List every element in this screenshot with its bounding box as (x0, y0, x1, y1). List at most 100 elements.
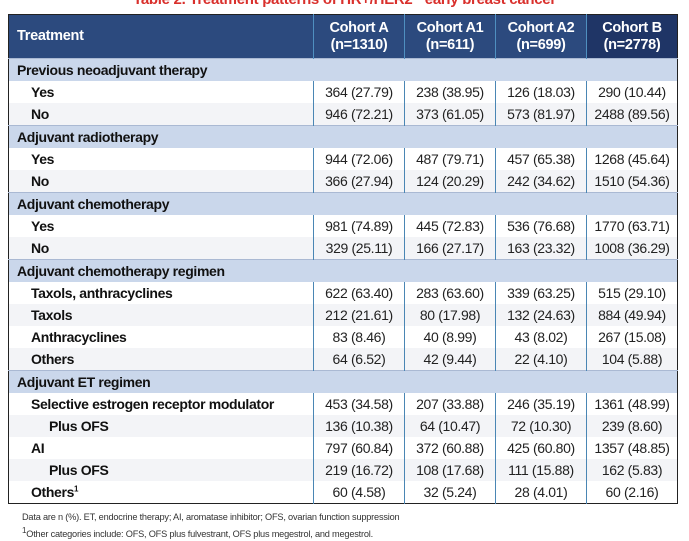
header-cohort: Cohort B (n=2778) (586, 14, 678, 59)
row-label-text: Selective estrogen receptor modulator (31, 396, 275, 412)
table-row: Plus OFS 219 (16.72) 108 (17.68) 111 (15.88… (8, 459, 678, 481)
row-label-text: Others (31, 484, 75, 500)
row-label: Plus OFS (9, 459, 314, 481)
header-treatment: Treatment (8, 14, 314, 59)
row-label: Yes (9, 215, 314, 237)
value-cell: 108 (17.68) (404, 459, 496, 481)
value-cell: 162 (5.83) (586, 459, 678, 481)
value-cell: 72 (10.30) (495, 415, 587, 437)
value-cell: 219 (16.72) (313, 459, 405, 481)
footnote-marker: 1 (22, 526, 27, 535)
table-row: No 366 (27.94) 124 (20.29) 242 (34.62) 1510 … (8, 170, 678, 193)
cohort-n: (n=2778) (603, 36, 661, 53)
value-cell: 884 (49.94) (586, 304, 678, 326)
section-row: Adjuvant chemotherapy (8, 192, 678, 215)
value-cell: 487 (79.71) (404, 148, 496, 170)
value-cell: 212 (21.61) (313, 304, 405, 326)
header-cohort: Cohort A1 (n=611) (404, 14, 496, 59)
cohort-name: Cohort B (602, 19, 662, 36)
value-cell: 373 (61.05) (404, 103, 496, 126)
value-cell: 366 (27.94) (313, 170, 405, 193)
value-cell: 329 (25.11) (313, 237, 405, 260)
table-row: Taxols, anthracyclines 622 (63.40) 283 (63… (8, 282, 678, 304)
value-cell: 445 (72.83) (404, 215, 496, 237)
row-label-text: Yes (31, 84, 55, 100)
value-cell: 2488 (89.56) (586, 103, 678, 126)
row-label-text: AI (31, 440, 45, 456)
table-row: Plus OFS 136 (10.38) 64 (10.47) 72 (10.30) 2… (8, 415, 678, 437)
value-cell: 104 (5.88) (586, 348, 678, 371)
row-label: Yes (9, 148, 314, 170)
section-row: Adjuvant ET regimen (8, 370, 678, 393)
value-cell: 1008 (36.29) (586, 237, 678, 260)
section-title: Previous neoadjuvant therapy (8, 58, 678, 81)
section-title: Adjuvant chemotherapy (8, 192, 678, 215)
table-row: Selective estrogen receptor modulator 453… (8, 393, 678, 415)
cohort-n: (n=611) (425, 36, 475, 53)
value-cell: 246 (35.19) (495, 393, 587, 415)
value-cell: 166 (27.17) (404, 237, 496, 260)
value-cell: 622 (63.40) (313, 282, 405, 304)
table-row: AI 797 (60.84) 372 (60.88) 425 (60.80) 1357 … (8, 437, 678, 459)
footnote-abbreviations: Data are n (%). ET, endocrine therapy; A… (22, 512, 400, 522)
value-cell: 339 (63.25) (495, 282, 587, 304)
row-label-text: Others (31, 351, 75, 367)
table-row: No 329 (25.11) 166 (27.17) 163 (23.32) 1008 … (8, 237, 678, 260)
row-label: AI (9, 437, 314, 459)
value-cell: 126 (18.03) (495, 81, 587, 103)
row-label: Taxols (9, 304, 314, 326)
value-cell: 207 (33.88) (404, 393, 496, 415)
value-cell: 32 (5.24) (404, 481, 496, 504)
cohort-name: Cohort A1 (416, 19, 484, 36)
row-label-text: Plus OFS (49, 418, 109, 434)
table-title: Table 2. Treatment patterns of HR+/HER2−… (0, 0, 689, 8)
value-cell: 1510 (54.36) (586, 170, 678, 193)
value-cell: 64 (10.47) (404, 415, 496, 437)
row-label: Anthracyclines (9, 326, 314, 348)
section-title: Adjuvant ET regimen (8, 370, 678, 393)
value-cell: 1357 (48.85) (586, 437, 678, 459)
value-cell: 136 (10.38) (313, 415, 405, 437)
row-label: No (9, 170, 314, 193)
section-row: Previous neoadjuvant therapy (8, 58, 678, 81)
section-row: Adjuvant chemotherapy regimen (8, 259, 678, 282)
footnote-marker: 1 (74, 484, 79, 494)
table-row: Others1 60 (4.58) 32 (5.24) 28 (4.01) 60 (2.… (8, 481, 678, 504)
value-cell: 22 (4.10) (495, 348, 587, 371)
row-label-text: Taxols, anthracyclines (31, 285, 173, 301)
row-label-text: No (31, 240, 49, 256)
table-row: Yes 364 (27.79) 238 (38.95) 126 (18.03) 290 … (8, 81, 678, 103)
value-cell: 573 (81.97) (495, 103, 587, 126)
value-cell: 40 (8.99) (404, 326, 496, 348)
row-label-text: Taxols (31, 307, 73, 323)
header-row: Treatment Cohort A (n=1310) Cohort A1 (n=6… (8, 14, 678, 59)
value-cell: 163 (23.32) (495, 237, 587, 260)
value-cell: 267 (15.08) (586, 326, 678, 348)
table-row: Anthracyclines 83 (8.46) 40 (8.99) 43 (8.02… (8, 326, 678, 348)
value-cell: 28 (4.01) (495, 481, 587, 504)
value-cell: 124 (20.29) (404, 170, 496, 193)
row-label: Taxols, anthracyclines (9, 282, 314, 304)
value-cell: 60 (4.58) (313, 481, 405, 504)
value-cell: 946 (72.21) (313, 103, 405, 126)
header-cohort: Cohort A (n=1310) (313, 14, 405, 59)
value-cell: 242 (34.62) (495, 170, 587, 193)
footnotes: Data are n (%). ET, endocrine therapy; A… (22, 511, 400, 541)
cohort-name: Cohort A2 (507, 19, 575, 36)
footnote-text: Other categories include: OFS, OFS plus … (26, 529, 373, 540)
cohort-name: Cohort A (329, 19, 389, 36)
section-row: Adjuvant radiotherapy (8, 125, 678, 148)
value-cell: 64 (6.52) (313, 348, 405, 371)
row-label: Yes (9, 81, 314, 103)
value-cell: 425 (60.80) (495, 437, 587, 459)
table-row: Yes 944 (72.06) 487 (79.71) 457 (65.38) 1268… (8, 148, 678, 170)
row-label: Others (9, 348, 314, 371)
header-cohort: Cohort A2 (n=699) (495, 14, 587, 59)
table-row: Taxols 212 (21.61) 80 (17.98) 132 (24.63) 88… (8, 304, 678, 326)
cohort-n: (n=1310) (330, 36, 388, 53)
row-label-text: Yes (31, 151, 55, 167)
value-cell: 372 (60.88) (404, 437, 496, 459)
value-cell: 1268 (45.64) (586, 148, 678, 170)
value-cell: 43 (8.02) (495, 326, 587, 348)
value-cell: 944 (72.06) (313, 148, 405, 170)
